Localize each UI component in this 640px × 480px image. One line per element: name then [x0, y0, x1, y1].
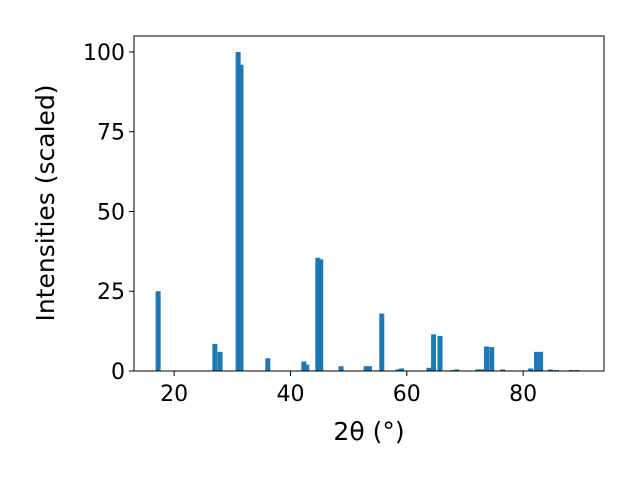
x-tick-label: 20 — [160, 382, 188, 407]
bar — [301, 361, 307, 371]
bar — [484, 346, 489, 371]
y-tick-label: 100 — [83, 41, 125, 66]
bar — [212, 343, 218, 371]
y-tick-label: 75 — [97, 121, 125, 146]
y-axis-label: Intensities (scaled) — [31, 84, 60, 321]
x-tick-label: 80 — [509, 382, 537, 407]
bar — [528, 368, 534, 371]
bar — [217, 351, 223, 371]
bar — [367, 366, 373, 371]
y-tick-label: 50 — [97, 200, 125, 225]
bar — [479, 369, 485, 371]
bar — [437, 335, 443, 371]
bar — [475, 369, 481, 371]
bar — [304, 364, 310, 371]
bar — [363, 366, 369, 371]
x-axis-label: 2θ (°) — [333, 417, 404, 446]
bar — [395, 369, 401, 371]
bar — [426, 367, 432, 371]
axes-frame — [133, 35, 605, 372]
bar — [315, 257, 321, 371]
bar — [500, 369, 506, 371]
x-tick-label: 40 — [276, 382, 304, 407]
bar — [489, 347, 495, 371]
bar — [534, 351, 540, 371]
bar — [547, 369, 553, 371]
y-tick-label: 25 — [97, 280, 125, 305]
bar — [238, 64, 244, 371]
bar — [318, 259, 324, 371]
bar — [399, 368, 405, 371]
bar — [235, 51, 241, 371]
bar — [379, 313, 385, 371]
bar — [431, 334, 437, 371]
bar — [265, 358, 271, 371]
bar — [338, 366, 344, 371]
y-tick-label: 0 — [111, 360, 125, 385]
x-tick-label: 60 — [393, 382, 421, 407]
bar — [538, 351, 544, 371]
bar — [454, 369, 460, 371]
bar — [155, 291, 161, 371]
